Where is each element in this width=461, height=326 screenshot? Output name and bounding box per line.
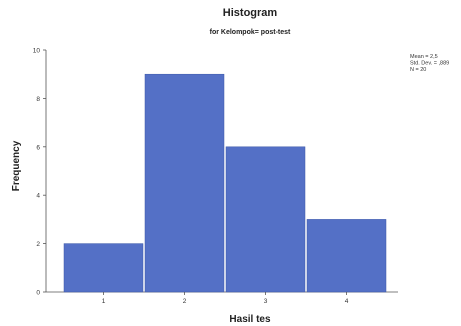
histogram-bar <box>144 73 225 293</box>
y-tick-label: 0 <box>36 290 40 297</box>
y-tick-label: 8 <box>36 96 40 103</box>
y-axis-label: Frequency <box>11 140 22 191</box>
x-tick-label: 4 <box>345 298 349 305</box>
x-tick-label: 1 <box>102 298 106 305</box>
x-tick-label: 3 <box>264 298 268 305</box>
x-tick-label: 2 <box>183 298 187 305</box>
histogram-bar <box>306 219 387 293</box>
chart-subtitle: for Kelompok= post-test <box>210 29 291 36</box>
y-tick-label: 4 <box>36 193 40 200</box>
stats-line: N = 20 <box>410 67 426 73</box>
stats-line: Std. Dev. = ,889 <box>410 61 449 67</box>
histogram-bar <box>225 146 306 293</box>
stats-line: Mean = 2,5 <box>410 54 438 60</box>
histogram-bar <box>63 243 144 293</box>
y-tick-label: 10 <box>33 48 41 55</box>
x-axis-label: Hasil tes <box>229 314 271 325</box>
chart-title: Histogram <box>223 7 278 19</box>
y-tick-label: 6 <box>36 144 40 151</box>
y-tick-label: 2 <box>36 241 40 248</box>
